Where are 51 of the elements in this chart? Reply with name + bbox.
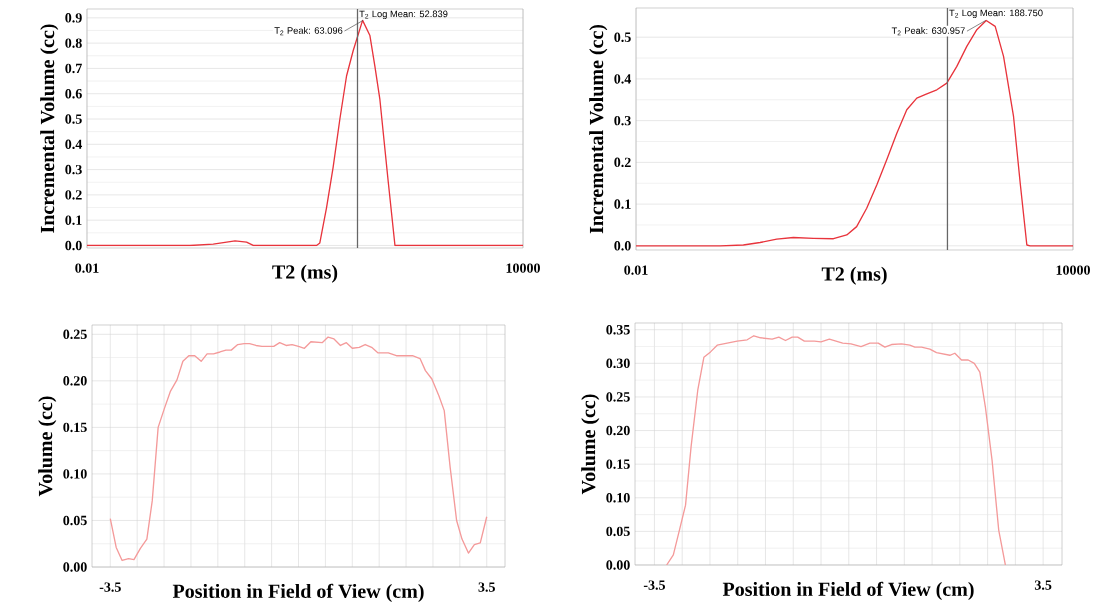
- x-tick-label: 0.01: [75, 263, 99, 273]
- x-tick-label: 10000: [1056, 265, 1090, 275]
- y-tick-label: 0.3: [614, 115, 631, 126]
- y-tick-label: 0.4: [614, 74, 632, 84]
- y-tick-label: 0.20: [63, 376, 87, 386]
- y-tick-label: 0.0: [65, 240, 82, 251]
- y-tick-label: 0.25: [63, 329, 87, 340]
- y-tick-label: 0.5: [614, 32, 631, 42]
- y-tick-label: 0.00: [63, 562, 87, 572]
- y-tick-label: 0.4: [65, 139, 83, 150]
- x-tick-label: -3.5: [643, 580, 666, 590]
- y-tick-label: 0.7: [65, 63, 82, 74]
- y-tick-label: 0.1: [614, 199, 631, 209]
- y-tick-label: 0.25: [606, 392, 630, 402]
- y-tick-label: 0.05: [63, 515, 87, 526]
- y-axis-title: Incremental Volume (cc): [40, 24, 59, 233]
- x-tick-label: 3.5: [478, 582, 495, 592]
- x-axis-title: Position in Field of View (cm): [722, 581, 974, 601]
- y-tick-label: 0.2: [65, 190, 82, 200]
- y-tick-label: 0.05: [606, 526, 630, 537]
- x-axis-title: T2 (ms): [821, 266, 887, 285]
- x-tick-label: 10000: [506, 263, 540, 273]
- y-tick-label: 0.15: [63, 422, 87, 433]
- y-tick-label: 0.10: [606, 493, 630, 503]
- x-axis-title: Position in Field of View (cm): [172, 583, 424, 603]
- y-tick-label: 0.00: [606, 560, 630, 570]
- y-tick-label: 0.2: [614, 157, 631, 168]
- y-axis-title: Volume (cc): [38, 396, 57, 497]
- annotation: T$_{2}$ Peak: 63.096: [274, 26, 343, 36]
- y-tick-label: 0.1: [65, 215, 82, 225]
- y-tick-label: 0.10: [63, 469, 87, 479]
- y-tick-label: 0.5: [65, 114, 82, 124]
- y-tick-label: 0.3: [65, 164, 82, 175]
- y-tick-label: 0.0: [614, 241, 631, 251]
- y-tick-label: 0.35: [606, 324, 630, 335]
- x-axis-title: T2 (ms): [272, 264, 338, 283]
- y-tick-label: 0.6: [65, 88, 82, 99]
- ref-line-label: T$_{2}$ Log Mean: 188.750: [949, 9, 1043, 19]
- x-tick-label: 0.01: [624, 265, 648, 275]
- y-axis-title: Volume (cc): [581, 394, 600, 495]
- x-tick-label: 3.5: [1034, 580, 1052, 590]
- y-tick-label: 0.9: [65, 13, 82, 23]
- line-series: [109, 336, 488, 562]
- x-tick-label: -3.5: [99, 582, 121, 592]
- y-tick-label: 0.15: [606, 459, 630, 469]
- annotation: T$_{2}$ Peak: 630.957: [891, 27, 965, 36]
- y-tick-label: 0.30: [606, 358, 630, 369]
- y-tick-label: 0.8: [65, 38, 82, 48]
- y-axis-title: Incremental Volume (cc): [589, 24, 608, 234]
- y-tick-label: 0.20: [606, 425, 630, 436]
- ref-line-label: T$_{2}$ Log Mean: 52.839: [359, 10, 448, 20]
